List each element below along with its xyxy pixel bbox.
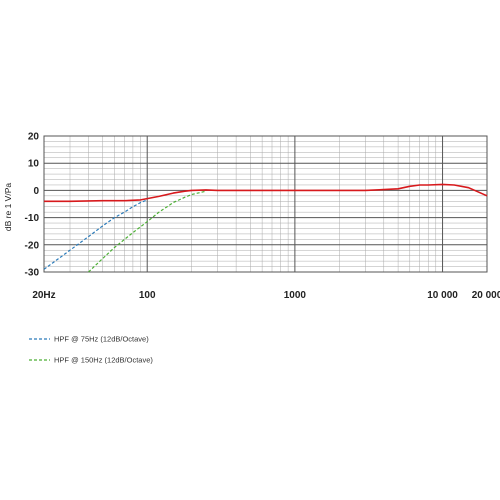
grid-major	[43, 135, 488, 273]
x-tick-label: 1000	[284, 290, 307, 301]
y-tick-label: 0	[33, 186, 39, 197]
legend-label: HPF @ 150Hz (12dB/Octave)	[54, 356, 153, 365]
legend: HPF @ 75Hz (12dB/Octave) HPF @ 150Hz (12d…	[29, 335, 153, 365]
x-tick-label: 10 000	[427, 290, 458, 301]
x-tick-label: 100	[139, 290, 156, 301]
frequency-response-line	[44, 183, 488, 203]
x-tick-label: 20Hz	[32, 290, 55, 301]
y-axis-label: dB re 1 V/Pa	[3, 183, 13, 231]
grid-minor	[43, 136, 488, 272]
y-tick-labels: 20 10 0 -10 -20 -30	[25, 132, 40, 279]
x-tick-label: 20 000	[472, 290, 500, 301]
y-tick-label: -20	[25, 240, 40, 251]
legend-label: HPF @ 75Hz (12dB/Octave)	[54, 335, 149, 344]
x-tick-labels: 20Hz 100 1000 10 000 20 000	[32, 290, 500, 301]
plot-frame	[43, 135, 488, 273]
series-layer	[43, 183, 488, 273]
y-tick-label: -10	[25, 213, 40, 224]
y-tick-label: 10	[28, 159, 40, 170]
y-tick-label: 20	[28, 132, 40, 143]
y-tick-label: -30	[25, 268, 40, 279]
hpf-line-2	[88, 190, 207, 273]
hpf-line-1	[43, 199, 148, 270]
